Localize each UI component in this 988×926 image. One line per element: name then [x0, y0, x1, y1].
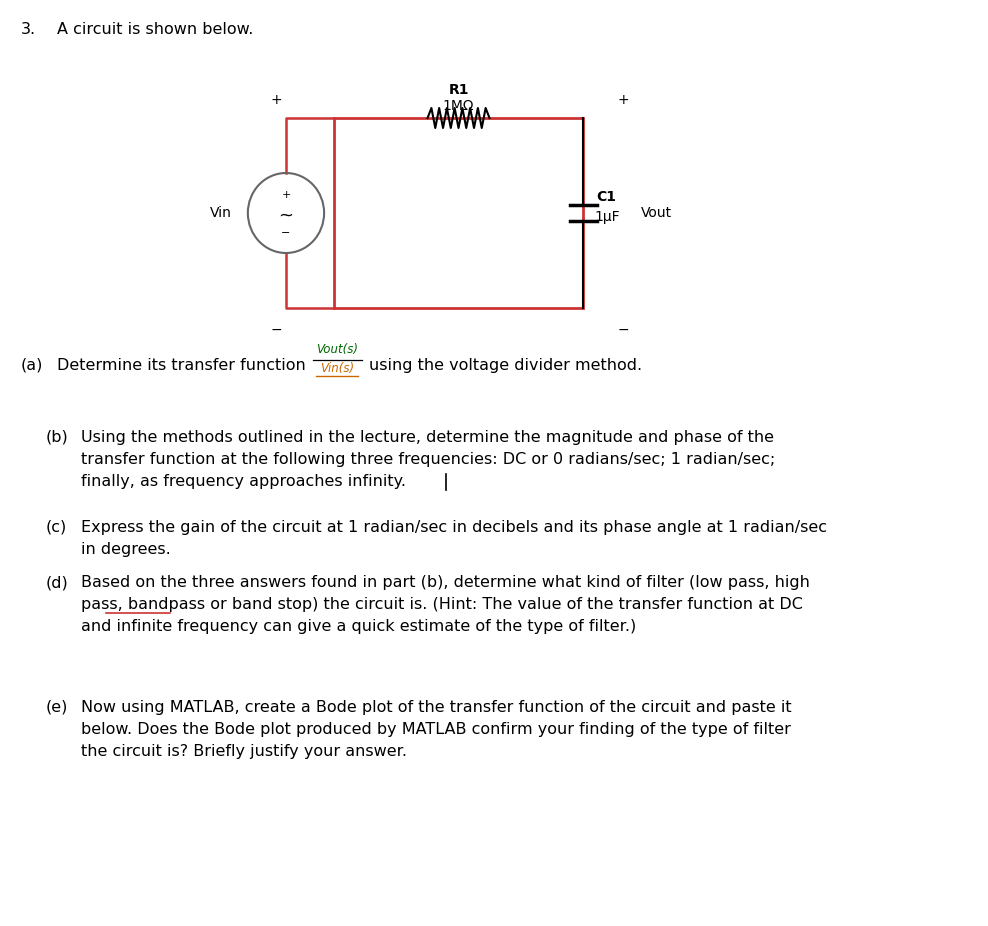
Text: Express the gain of the circuit at 1 radian/sec in decibels and its phase angle : Express the gain of the circuit at 1 rad…: [81, 520, 827, 535]
Text: (e): (e): [45, 700, 68, 715]
Bar: [334, 118, 583, 308]
Text: the circuit is? Briefly justify your answer.: the circuit is? Briefly justify your ans…: [81, 744, 407, 759]
Text: transfer function at the following three frequencies: DC or 0 radians/sec; 1 rad: transfer function at the following three…: [81, 452, 776, 467]
Text: +: +: [271, 93, 283, 107]
Text: below. Does the Bode plot produced by MATLAB confirm your finding of the type of: below. Does the Bode plot produced by MA…: [81, 722, 791, 737]
Text: and infinite frequency can give a quick estimate of the type of filter.): and infinite frequency can give a quick …: [81, 619, 636, 634]
Text: (a): (a): [21, 358, 43, 373]
Text: Vout: Vout: [640, 206, 672, 220]
Text: (b): (b): [45, 430, 68, 445]
Text: −: −: [618, 323, 629, 337]
Text: Now using MATLAB, create a Bode plot of the transfer function of the circuit and: Now using MATLAB, create a Bode plot of …: [81, 700, 791, 715]
Text: finally, as frequency approaches infinity.: finally, as frequency approaches infinit…: [81, 474, 406, 489]
Text: A circuit is shown below.: A circuit is shown below.: [57, 22, 254, 37]
Text: R1: R1: [449, 83, 468, 97]
Text: Vin(s): Vin(s): [320, 362, 355, 375]
Text: in degrees.: in degrees.: [81, 542, 171, 557]
Text: (c): (c): [45, 520, 67, 535]
Text: +: +: [282, 190, 290, 200]
Text: 1MΩ: 1MΩ: [443, 99, 474, 113]
Text: pass, bandpass or band stop) the circuit is. (Hint: The value of the transfer fu: pass, bandpass or band stop) the circuit…: [81, 597, 803, 612]
Text: C1: C1: [597, 190, 617, 204]
Text: +: +: [618, 93, 629, 107]
Text: ~: ~: [279, 207, 293, 225]
Text: using the voltage divider method.: using the voltage divider method.: [369, 358, 642, 373]
Text: −: −: [271, 323, 283, 337]
Text: Using the methods outlined in the lecture, determine the magnitude and phase of : Using the methods outlined in the lectur…: [81, 430, 774, 445]
Text: 3.: 3.: [21, 22, 37, 37]
Text: Vout(s): Vout(s): [316, 343, 359, 356]
Text: 1μF: 1μF: [595, 210, 620, 224]
Text: Vin: Vin: [210, 206, 232, 220]
Text: −: −: [282, 228, 290, 238]
Text: Determine its transfer function: Determine its transfer function: [57, 358, 306, 373]
Text: (d): (d): [45, 575, 68, 590]
Text: Based on the three answers found in part (b), determine what kind of filter (low: Based on the three answers found in part…: [81, 575, 810, 590]
